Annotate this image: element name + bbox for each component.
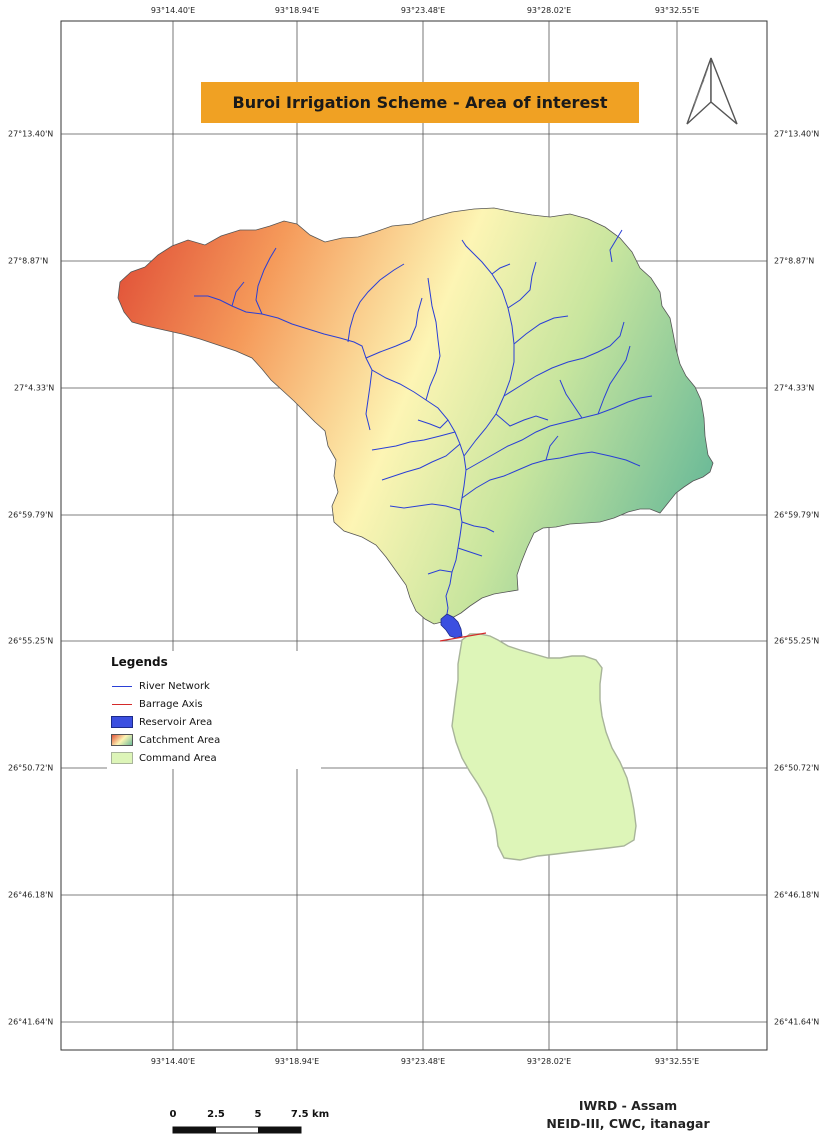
lon-label-top-2: 93°18.94'E: [274, 6, 320, 15]
barrage-line-symbol: [111, 698, 133, 710]
lat-label-right-5: 26°55.25'N: [774, 636, 820, 646]
lat-label-left-3: 27°4.33'N: [14, 383, 55, 393]
lat-label-left-7: 26°46.18'N: [8, 890, 54, 900]
catchment-gradient-symbol: [111, 734, 133, 746]
credit-line-1: IWRD - Assam: [578, 1098, 678, 1113]
lat-label-right-7: 26°46.18'N: [774, 890, 820, 900]
lat-label-right-1: 27°13.40'N: [774, 129, 820, 139]
scale-label-7-5-km: 7.5 km: [290, 1109, 330, 1120]
lon-label-top-1: 93°14.40'E: [150, 6, 196, 15]
legend-item-command-area: Command Area: [111, 751, 217, 765]
legend-title: Legends: [111, 655, 168, 669]
lon-label-top-3: 93°23.48'E: [400, 6, 446, 15]
lon-label-bottom-4: 93°28.02'E: [526, 1057, 572, 1066]
legend-label: Catchment Area: [139, 734, 221, 746]
lat-label-left-4: 26°59.79'N: [8, 510, 54, 520]
river-network: [194, 229, 653, 621]
legend-item-river-network: River Network: [111, 679, 210, 693]
river-line-symbol: [111, 680, 133, 692]
lon-label-bottom-3: 93°23.48'E: [400, 1057, 446, 1066]
lon-label-top-4: 93°28.02'E: [526, 6, 572, 15]
lon-label-bottom-5: 93°32.55'E: [654, 1057, 700, 1066]
north-arrow-icon: [686, 57, 738, 125]
command-area: [451, 633, 637, 861]
legend-item-reservoir-area: Reservoir Area: [111, 715, 212, 729]
lat-label-right-4: 26°59.79'N: [774, 510, 820, 520]
command-fill-symbol: [111, 752, 133, 764]
credit-block: IWRD - Assam NEID-III, CWC, itanagar: [528, 1097, 728, 1133]
lon-label-bottom-1: 93°14.40'E: [150, 1057, 196, 1066]
lat-label-right-3: 27°4.33'N: [774, 383, 815, 393]
legend-label: Barrage Axis: [139, 698, 203, 710]
lat-label-left-8: 26°41.64'N: [8, 1017, 54, 1027]
credit-line-2: NEID-III, CWC, itanagar: [546, 1116, 710, 1131]
catchment-area: [117, 207, 714, 625]
lat-label-right-8: 26°41.64'N: [774, 1017, 820, 1027]
lat-label-left-5: 26°55.25'N: [8, 636, 54, 646]
scale-label-2-5: 2.5: [207, 1109, 225, 1120]
legend-label: River Network: [139, 680, 210, 692]
lon-label-bottom-2: 93°18.94'E: [274, 1057, 320, 1066]
scale-label-5: 5: [254, 1109, 262, 1120]
scale-bar: [172, 1126, 302, 1134]
reservoir-fill-symbol: [111, 716, 133, 728]
barrage-axis: [439, 632, 487, 642]
legend-item-barrage-axis: Barrage Axis: [111, 697, 203, 711]
scale-label-0: 0: [169, 1109, 177, 1120]
map-title-box: Buroi Irrigation Scheme - Area of intere…: [201, 82, 639, 123]
lat-label-left-6: 26°50.72'N: [8, 763, 54, 773]
legend-item-catchment-area: Catchment Area: [111, 733, 220, 747]
lat-label-left-1: 27°13.40'N: [8, 129, 54, 139]
lat-label-right-2: 27°8.87'N: [774, 256, 815, 266]
lat-label-right-6: 26°50.72'N: [774, 763, 820, 773]
lat-label-left-2: 27°8.87'N: [8, 256, 49, 266]
reservoir-area: [440, 613, 463, 639]
map-title: Buroi Irrigation Scheme - Area of intere…: [232, 93, 608, 112]
legend-label: Reservoir Area: [139, 716, 213, 728]
legend: Legends River Network Barrage Axis Reser…: [107, 651, 321, 769]
lon-label-top-5: 93°32.55'E: [654, 6, 700, 15]
legend-label: Command Area: [139, 752, 217, 764]
